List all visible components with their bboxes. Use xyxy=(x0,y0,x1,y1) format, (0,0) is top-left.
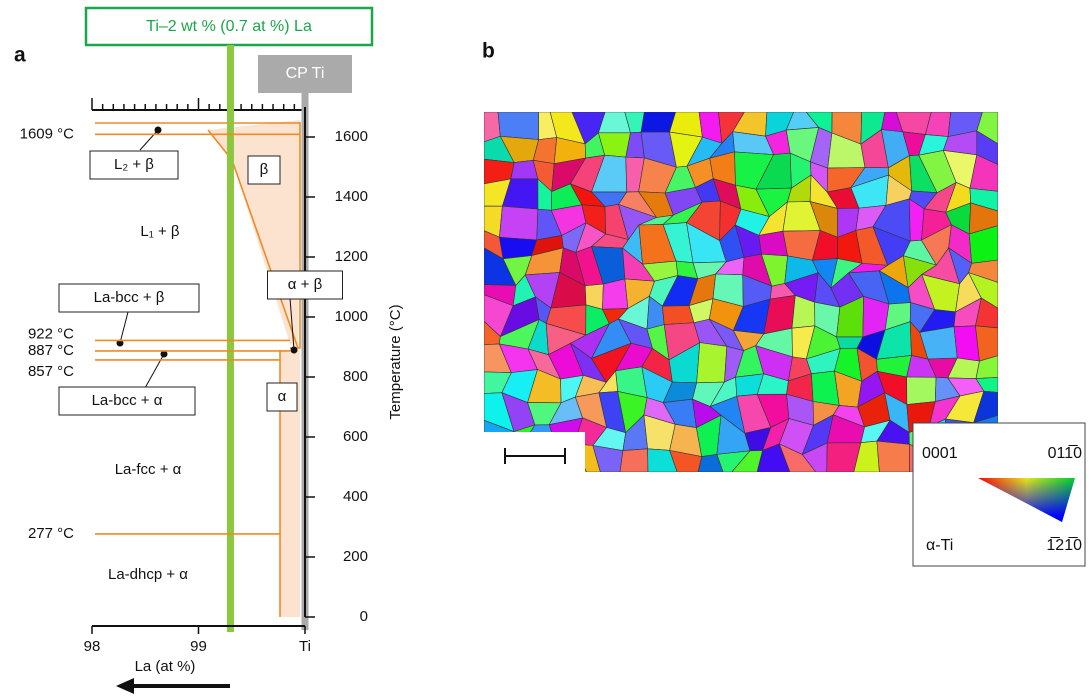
grain xyxy=(973,390,998,424)
y-tick-label: 800 xyxy=(343,368,368,385)
ebsd-map xyxy=(484,112,998,472)
region-box xyxy=(266,382,298,412)
grain xyxy=(669,449,703,472)
composition-box xyxy=(84,6,374,47)
key-triangle-shade xyxy=(978,478,1075,522)
grain xyxy=(976,112,998,145)
isotherm-label: 887 °C xyxy=(28,342,74,359)
region-box xyxy=(247,155,281,185)
top-axis xyxy=(91,98,306,111)
grain xyxy=(497,112,539,140)
grain xyxy=(801,442,828,472)
grain xyxy=(975,355,998,379)
grain xyxy=(976,130,998,165)
grain xyxy=(969,188,998,212)
y-tick-label: 200 xyxy=(343,548,368,565)
scale-bar xyxy=(504,448,566,464)
grain xyxy=(968,202,998,235)
x-axis-label: La (at %) xyxy=(135,658,196,675)
grain xyxy=(975,297,998,329)
y-tick-label: 1000 xyxy=(335,308,368,325)
grain xyxy=(696,342,728,384)
key-corner: 0001 xyxy=(922,445,958,462)
grain xyxy=(662,305,695,325)
alpha-region xyxy=(280,350,300,617)
grain xyxy=(967,272,998,309)
isotherm-label: 922 °C xyxy=(28,325,74,342)
panel-label: a xyxy=(14,44,26,67)
grain xyxy=(906,376,937,405)
reference-box xyxy=(258,55,352,93)
reference-label: CP Ti xyxy=(286,65,325,82)
region-label: α xyxy=(278,388,287,405)
grain xyxy=(975,325,998,362)
grain xyxy=(731,450,763,472)
y-tick-label: 400 xyxy=(343,488,368,505)
grain xyxy=(975,377,998,393)
region-label: L₁ + β xyxy=(140,223,179,240)
y-tick-label: 1400 xyxy=(335,188,368,205)
grain xyxy=(697,454,724,472)
y-tick-label: 0 xyxy=(360,608,368,625)
y-axis-label: Temperature (°C) xyxy=(387,304,404,419)
grain xyxy=(876,440,910,472)
region-box xyxy=(89,150,179,180)
composition-label: Ti–2 wt % (0.7 at %) La xyxy=(146,18,312,35)
region-label: La-bcc + β xyxy=(94,289,165,306)
key-phase: α-Ti xyxy=(926,537,953,554)
region-box xyxy=(58,283,200,313)
grain xyxy=(969,154,998,192)
grain xyxy=(968,259,998,283)
grain xyxy=(778,443,817,472)
grain xyxy=(602,278,629,310)
grain xyxy=(968,225,998,264)
key-corner: 011̅0 xyxy=(1048,444,1083,462)
panel-label: b xyxy=(482,40,495,63)
x-tick-label: Ti xyxy=(299,638,311,655)
y-tick-label: 1600 xyxy=(335,128,368,145)
key-corner: 1̅21̅0 xyxy=(1046,536,1082,554)
isotherm-label: 277 °C xyxy=(28,525,74,542)
y-tick-label: 1200 xyxy=(335,248,368,265)
grain xyxy=(499,205,539,241)
region-label: β xyxy=(260,161,269,178)
x-tick-label: 99 xyxy=(190,638,207,655)
grain xyxy=(826,442,862,472)
region-box xyxy=(58,386,196,416)
x-tick-label: 98 xyxy=(84,638,101,655)
grain xyxy=(592,445,624,472)
region-label: La-fcc + α xyxy=(115,461,182,478)
region-label: La-bcc + α xyxy=(92,392,163,409)
grain xyxy=(716,450,751,472)
map-cutout xyxy=(484,432,585,474)
grain xyxy=(853,440,880,472)
region-label: La-dhcp + α xyxy=(108,566,188,583)
region-box xyxy=(267,270,343,300)
grain xyxy=(953,325,980,362)
grain xyxy=(619,448,649,472)
region-label: α + β xyxy=(288,276,323,293)
isotherm-label: 857 °C xyxy=(28,363,74,380)
arrow-head xyxy=(116,678,134,694)
region-label: L₂ + β xyxy=(114,156,154,173)
y-tick-label: 600 xyxy=(343,428,368,445)
isotherm-label: 1609 °C xyxy=(20,125,75,142)
grain xyxy=(647,448,678,472)
